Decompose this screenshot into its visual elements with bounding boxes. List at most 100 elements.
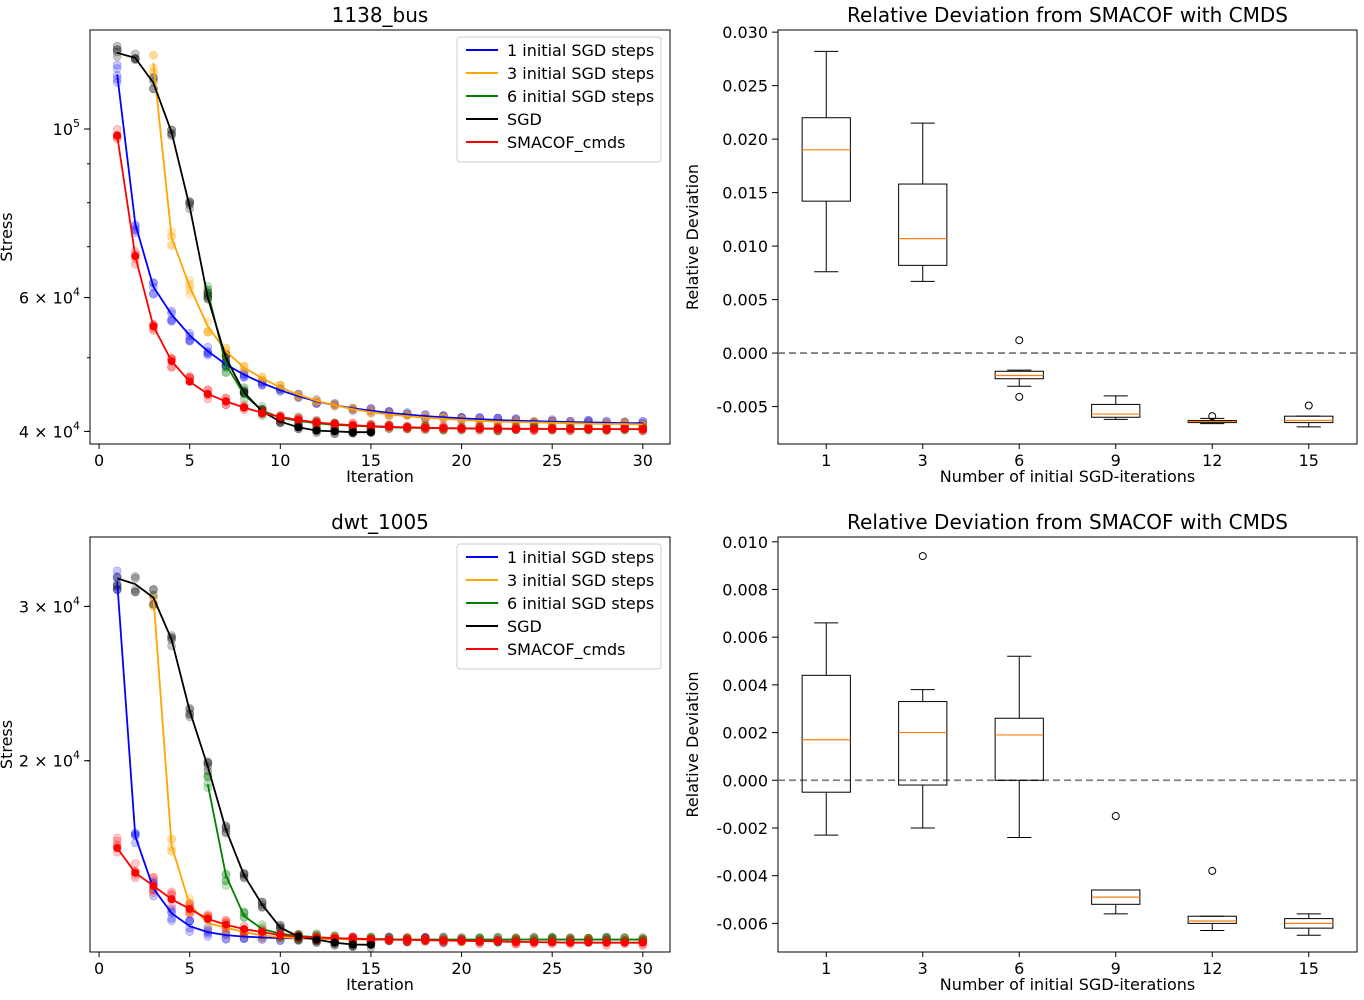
y-tick-label: 105	[53, 117, 80, 139]
run-point	[149, 585, 158, 594]
y-tick-label: 0.010	[722, 533, 768, 552]
series-line	[116, 74, 643, 425]
deviation-boxplot-dwt-1005: -0.006 -0.004 -0.002 0.000 0.002 0.004 0.006 0.…	[683, 510, 1358, 994]
y-axis-label: Relative Deviation	[683, 671, 702, 817]
series-marker	[421, 423, 430, 432]
y-tick-label: 0.030	[722, 23, 768, 42]
series-marker	[276, 931, 285, 940]
box-body	[994, 717, 1044, 781]
plot-frame	[777, 29, 1358, 445]
run-point	[131, 587, 140, 597]
y-tick-label: 0.000	[722, 771, 768, 790]
series-marker	[348, 428, 357, 437]
x-tick-label: 6	[1014, 451, 1024, 470]
y-tick-label: -0.002	[716, 819, 768, 838]
series-marker	[439, 424, 448, 433]
y-tick-label: 2 × 104	[19, 749, 80, 771]
series-marker	[149, 322, 158, 331]
series-marker	[240, 403, 249, 412]
x-tick-label: 15	[1299, 959, 1319, 978]
series-marker	[475, 424, 484, 433]
series-marker	[566, 938, 575, 947]
x-axis-label: Number of initial SGD-iterations	[940, 467, 1196, 486]
box-body	[898, 183, 948, 266]
series-marker	[330, 938, 339, 947]
series-marker	[530, 424, 539, 433]
y-tick-label: 4 × 104	[19, 419, 80, 441]
chart-title: 1138_bus	[332, 3, 429, 27]
series-marker	[385, 422, 394, 431]
x-tick-label: 30	[633, 959, 653, 978]
run-point	[149, 51, 158, 60]
x-tick-label: 25	[542, 959, 562, 978]
y-tick-label: 0.008	[722, 580, 768, 599]
box-outlier	[1208, 412, 1217, 421]
series-marker	[457, 936, 466, 945]
plot-frame	[89, 536, 671, 953]
plot-frame	[89, 29, 671, 445]
x-tick-label: 20	[451, 451, 471, 470]
series-marker	[113, 131, 122, 140]
series-marker	[548, 424, 557, 433]
series-line	[116, 51, 371, 434]
series-marker	[366, 940, 375, 949]
box-outlier	[1015, 392, 1024, 401]
chart-title: Relative Deviation from SMACOF with CMDS	[847, 3, 1288, 27]
series-marker	[113, 844, 122, 853]
run-point	[131, 587, 140, 597]
series-marker	[566, 424, 575, 433]
series-marker	[294, 932, 303, 941]
y-tick-label: 0.002	[722, 724, 768, 743]
x-tick-label: 5	[185, 451, 195, 470]
series-marker	[167, 895, 176, 904]
legend-label: 3 initial SGD steps	[507, 64, 654, 83]
box-outlier	[918, 552, 927, 561]
legend-label: SMACOF_cmds	[507, 133, 625, 153]
series-marker	[457, 424, 466, 433]
y-axis-label: Stress	[0, 720, 16, 769]
stress-chart-dwt-1005: 0 5 10 15 20 25 30 3 × 104 2 × 104 1 initial SGD …	[0, 510, 671, 994]
y-tick-label: 0.010	[722, 237, 768, 256]
legend-label: SGD	[507, 617, 542, 636]
series-marker	[602, 938, 611, 947]
run-point	[112, 60, 122, 70]
y-tick-label: 0.015	[722, 184, 768, 203]
x-axis-label: Iteration	[346, 975, 414, 994]
x-tick-label: 9	[1111, 451, 1121, 470]
y-tick-label: -0.006	[716, 914, 768, 933]
x-tick-label: 1	[821, 959, 831, 978]
x-tick-label: 3	[918, 451, 928, 470]
run-point	[131, 585, 140, 595]
legend-label: 1 initial SGD steps	[507, 548, 654, 567]
box-body	[898, 701, 948, 786]
series-marker	[493, 424, 502, 433]
run-point	[185, 927, 194, 936]
y-tick-label: 0.006	[722, 628, 768, 647]
x-tick-label: 10	[270, 959, 290, 978]
series-marker	[602, 425, 611, 434]
series-marker	[330, 427, 339, 436]
run-point	[112, 833, 122, 843]
x-tick-label: 1	[821, 451, 831, 470]
box-outlier	[1111, 812, 1120, 821]
run-point	[185, 328, 194, 338]
y-tick-label: 0.025	[722, 77, 768, 96]
legend-label: SGD	[507, 110, 542, 129]
run-point	[185, 916, 194, 926]
x-tick-label: 6	[1014, 959, 1024, 978]
series-marker	[548, 938, 557, 947]
run-point	[239, 913, 249, 922]
legend-label: 6 initial SGD steps	[507, 87, 654, 106]
run-point	[112, 64, 122, 73]
y-tick-label: 6 × 104	[19, 286, 80, 308]
series-marker	[131, 868, 140, 877]
y-tick-label: 0.020	[722, 130, 768, 149]
series-marker	[348, 934, 357, 943]
series-marker	[312, 418, 321, 427]
series-marker	[330, 420, 339, 429]
run-point	[167, 316, 176, 326]
series-marker	[403, 935, 412, 944]
x-tick-label: 20	[451, 959, 471, 978]
x-tick-label: 5	[185, 959, 195, 978]
